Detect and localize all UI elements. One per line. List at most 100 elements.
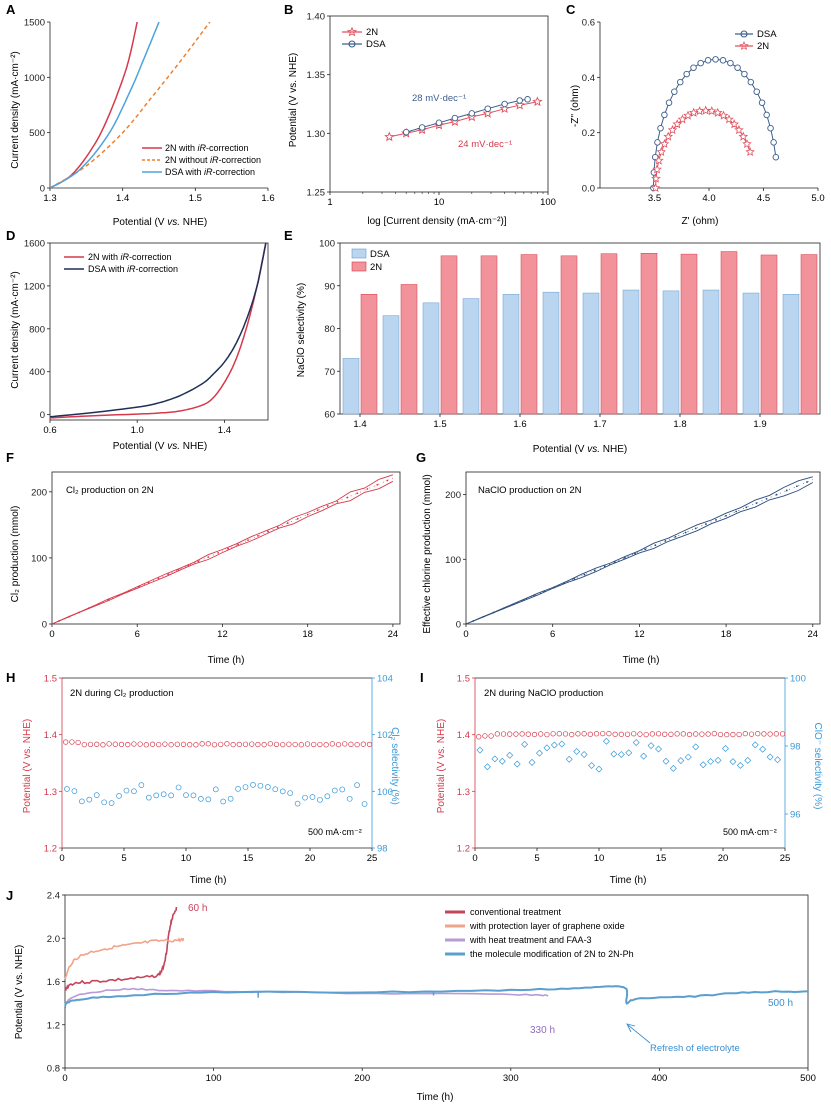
series-line-a-2 xyxy=(50,22,160,188)
potential-point-i xyxy=(699,731,705,737)
selectivity-point-i xyxy=(751,741,759,749)
x-tick-label-j: 0 xyxy=(62,1073,67,1084)
selectivity-point-i xyxy=(647,742,655,750)
x-tick-label-i: 0 xyxy=(472,853,477,864)
x-tick-label-h: 10 xyxy=(181,853,192,864)
selectivity-point-i xyxy=(759,745,767,753)
potential-point-i xyxy=(767,731,773,737)
data-point-c-2n xyxy=(688,107,699,117)
selectivity-point-h xyxy=(123,787,130,794)
data-point-f xyxy=(257,534,259,537)
data-point-f xyxy=(267,530,269,533)
x-tick-label-b: 1 xyxy=(327,197,332,208)
legend-c-2: 2N xyxy=(757,41,769,52)
data-point-c-dsa xyxy=(772,153,780,161)
selectivity-point-h xyxy=(324,793,331,800)
data-point-f xyxy=(286,522,289,524)
data-point-c-2n xyxy=(694,106,705,116)
data-point-g xyxy=(644,548,647,551)
y-tick-label-f: 200 xyxy=(31,487,47,498)
potential-point-i xyxy=(587,731,593,737)
potential-point-h xyxy=(311,741,317,748)
data-point-f xyxy=(137,586,140,588)
data-point-c-dsa xyxy=(657,124,664,132)
bar-2n xyxy=(800,254,818,415)
legend-j: conventional treatment with protection l… xyxy=(445,907,634,959)
potential-point-i xyxy=(779,731,786,737)
bar-dsa xyxy=(582,292,600,415)
x-tick-label-c: 4.0 xyxy=(702,193,715,204)
data-point-f xyxy=(276,526,279,529)
potential-point-i xyxy=(643,731,649,738)
potential-point-h xyxy=(187,742,193,748)
ylabel-c: -Z'' (ohm) xyxy=(570,85,581,127)
data-point-g xyxy=(512,603,515,606)
data-point-g xyxy=(624,556,626,559)
selectivity-point-h xyxy=(101,799,108,806)
data-point-g xyxy=(684,531,687,534)
annotation-60h: 60 h xyxy=(188,903,207,914)
data-point-f xyxy=(117,594,120,597)
axes-d: 0.6 1.0 1.4 0 400 800 1200 1600 xyxy=(24,239,269,436)
data-point-g xyxy=(725,514,727,517)
data-point-g xyxy=(553,586,556,589)
selectivity-point-h xyxy=(346,795,353,802)
potential-point-i xyxy=(631,731,637,737)
data-point-c-2n xyxy=(724,114,734,124)
y-tick-label-j: 2.0 xyxy=(47,934,60,945)
potential-point-i xyxy=(724,732,730,738)
selectivity-point-i xyxy=(655,745,663,753)
data-point-g xyxy=(583,573,586,576)
selectivity-point-h xyxy=(138,782,145,788)
data-point-g xyxy=(755,502,758,504)
xlabel-e: Potential (V vs. NHE) xyxy=(533,444,628,455)
potential-point-i xyxy=(581,731,587,737)
potential-point-i xyxy=(482,733,488,739)
y-tick-label-d: 400 xyxy=(29,367,45,378)
axes-j: 0 100 200 300 400 500 0.8 1.2 1.6 2.0 2.4 xyxy=(47,891,816,1085)
ylabel-b: Potential (V vs. NHE) xyxy=(288,53,299,147)
panel-label-f: F xyxy=(6,450,14,465)
data-point-b-2n xyxy=(384,131,395,142)
potential-point-h xyxy=(218,741,224,748)
bar-2n xyxy=(560,255,578,415)
data-point-c-2n xyxy=(742,139,752,149)
panel-g: G NaClO production on 2N Effective chlor… xyxy=(416,450,659,666)
selectivity-point-h xyxy=(145,794,152,801)
potential-point-h xyxy=(168,742,174,748)
x-tick-label-d: 1.0 xyxy=(131,425,144,436)
potential-point-h xyxy=(174,741,180,747)
potential-point-i xyxy=(662,731,668,737)
series-line-d-0 xyxy=(49,242,267,419)
legend-a-3: DSA with iR-correction xyxy=(165,167,255,177)
potential-point-i xyxy=(569,731,575,738)
data-point-f xyxy=(326,505,329,507)
selectivity-point-i xyxy=(588,761,596,769)
y-tick-label-d: 800 xyxy=(29,324,45,335)
lower-bound-line-g xyxy=(465,482,814,625)
potential-point-h xyxy=(342,741,348,747)
potential-point-h xyxy=(205,741,211,747)
selectivity-point-h xyxy=(71,788,78,794)
selectivity-point-h xyxy=(64,786,70,792)
data-point-c-dsa xyxy=(683,70,690,78)
data-point-g xyxy=(502,607,505,610)
xlabel-g: Time (h) xyxy=(623,655,660,666)
potential-point-h xyxy=(224,741,230,747)
legend-a: 2N with iR-correction 2N without iR-corr… xyxy=(142,143,261,177)
xlabel-h: Time (h) xyxy=(190,875,227,886)
frame-g xyxy=(465,471,821,625)
y-tick-label-j: 1.6 xyxy=(47,977,60,988)
x-tick-label-e: 1.6 xyxy=(513,419,526,430)
potential-point-i xyxy=(507,731,513,737)
x-tick-label-h: 15 xyxy=(243,853,254,864)
bar-dsa xyxy=(662,290,680,415)
potential-point-i xyxy=(494,731,500,737)
data-point-b-dsa xyxy=(418,124,426,131)
upper-bound-line-f xyxy=(51,474,394,625)
data-point-c-2n xyxy=(745,146,755,157)
selectivity-point-i xyxy=(573,748,581,756)
data-point-c-dsa xyxy=(767,124,774,132)
selectivity-point-h xyxy=(108,800,115,806)
data-point-c-dsa xyxy=(671,88,678,95)
